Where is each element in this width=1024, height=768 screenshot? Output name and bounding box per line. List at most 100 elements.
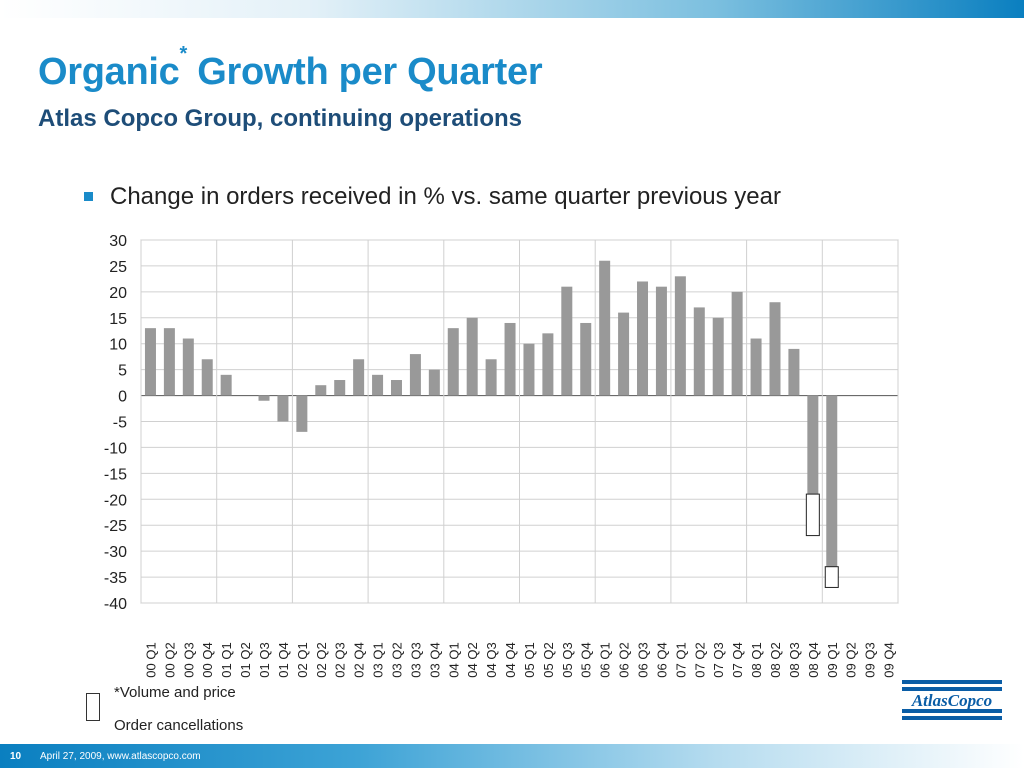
x-tick-label: 03 Q3 xyxy=(408,642,423,677)
page-number: 10 xyxy=(10,751,22,762)
bar-04-q1 xyxy=(447,328,459,396)
x-tick-label: 05 Q4 xyxy=(579,642,594,677)
page-title: Organic* Growth per Quarter xyxy=(38,44,543,94)
x-tick-label: 01 Q2 xyxy=(238,642,253,677)
page-subtitle: Atlas Copco Group, continuing operations xyxy=(38,105,522,132)
x-tick-label: 09 Q4 xyxy=(882,642,897,677)
y-tick-label: 15 xyxy=(109,311,127,328)
y-tick-label: 20 xyxy=(109,285,127,302)
logo-text: AtlasCopco xyxy=(911,691,992,710)
bar-02-q2 xyxy=(315,385,327,396)
bar-08-q4 xyxy=(807,395,819,495)
y-tick-label: -30 xyxy=(104,544,127,561)
x-tick-label: 06 Q2 xyxy=(617,642,632,677)
bar-07-q2 xyxy=(693,307,705,396)
bar-03-q2 xyxy=(390,380,402,396)
x-tick-label: 06 Q3 xyxy=(636,642,651,677)
order-cancellations-legend-swatch xyxy=(86,693,100,721)
title-footnote-mark: * xyxy=(179,43,188,65)
x-tick-label: 00 Q2 xyxy=(162,642,177,677)
bar-00-q2 xyxy=(163,328,175,396)
x-tick-label: 02 Q2 xyxy=(314,642,329,677)
x-tick-label: 00 Q1 xyxy=(143,642,158,677)
x-tick-label: 08 Q1 xyxy=(749,642,764,677)
bar-03-q3 xyxy=(409,354,421,396)
y-tick-label: -40 xyxy=(104,596,127,613)
x-tick-label: 07 Q4 xyxy=(730,642,745,677)
y-tick-label: 0 xyxy=(118,389,127,406)
bullet-square-icon xyxy=(84,192,93,201)
legend-order-cancellations: Order cancellations xyxy=(114,717,244,734)
x-tick-label: 05 Q2 xyxy=(541,642,556,677)
x-tick-label: 04 Q1 xyxy=(446,642,461,677)
y-tick-label: -15 xyxy=(104,466,127,483)
x-tick-label: 02 Q3 xyxy=(333,642,348,677)
bar-05-q3 xyxy=(561,286,573,396)
bar-06-q4 xyxy=(655,286,667,396)
y-tick-label: -35 xyxy=(104,570,127,587)
bar-04-q3 xyxy=(485,359,497,396)
y-tick-label: -20 xyxy=(104,492,127,509)
x-tick-label: 00 Q3 xyxy=(181,642,196,677)
x-tick-label: 08 Q2 xyxy=(768,642,783,677)
top-gradient-band xyxy=(0,0,1024,18)
bar-07-q3 xyxy=(712,317,724,396)
bar-09-q1 xyxy=(826,395,838,567)
bar-08-q3 xyxy=(788,348,800,396)
bar-00-q3 xyxy=(182,338,194,396)
y-tick-label: 10 xyxy=(109,337,127,354)
cancellation-segment-08-q4 xyxy=(805,493,820,537)
bar-03-q1 xyxy=(372,374,384,396)
footer-date-url: April 27, 2009, www.atlascopco.com xyxy=(40,751,201,762)
x-tick-label: 08 Q4 xyxy=(806,642,821,677)
bar-01-q1 xyxy=(220,374,232,396)
cancellation-segment-09-q1 xyxy=(824,566,839,588)
x-tick-label: 03 Q4 xyxy=(427,642,442,677)
bar-06-q2 xyxy=(618,312,630,396)
y-tick-label: -5 xyxy=(113,415,127,432)
bar-08-q2 xyxy=(769,302,781,396)
bar-04-q2 xyxy=(466,317,478,396)
x-tick-label: 00 Q4 xyxy=(200,642,215,677)
bar-05-q4 xyxy=(580,322,592,396)
bullet-text: Change in orders received in % vs. same … xyxy=(110,183,781,210)
atlas-copco-logo: AtlasCopco xyxy=(902,680,1002,720)
bar-02-q1 xyxy=(296,395,308,432)
y-tick-label: -10 xyxy=(104,440,127,457)
x-tick-label: 05 Q1 xyxy=(522,642,537,677)
bar-07-q4 xyxy=(731,291,743,396)
x-tick-label: 03 Q2 xyxy=(389,642,404,677)
bar-01-q3 xyxy=(258,395,270,401)
bar-05-q2 xyxy=(542,333,554,396)
x-tick-label: 07 Q3 xyxy=(711,642,726,677)
x-tick-label: 01 Q1 xyxy=(219,642,234,677)
x-tick-label: 06 Q1 xyxy=(598,642,613,677)
footer-band xyxy=(0,744,1024,768)
footnote-volume-and-price: *Volume and price xyxy=(114,684,236,701)
x-tick-label: 09 Q2 xyxy=(844,642,859,677)
bar-00-q1 xyxy=(144,328,156,396)
x-tick-label: 04 Q3 xyxy=(484,642,499,677)
bar-02-q3 xyxy=(334,380,346,396)
bar-01-q4 xyxy=(277,395,289,422)
bar-05-q1 xyxy=(523,343,535,396)
x-tick-label: 02 Q4 xyxy=(352,642,367,677)
x-tick-label: 04 Q4 xyxy=(503,642,518,677)
x-tick-label: 01 Q4 xyxy=(276,642,291,677)
bar-08-q1 xyxy=(750,338,762,396)
x-tick-label: 03 Q1 xyxy=(371,642,386,677)
x-tick-label: 08 Q3 xyxy=(787,642,802,677)
x-tick-label: 07 Q2 xyxy=(692,642,707,677)
title-text-rest: Growth per Quarter xyxy=(186,51,543,93)
bar-07-q1 xyxy=(674,276,686,396)
x-tick-label: 09 Q1 xyxy=(825,642,840,677)
y-tick-label: 5 xyxy=(118,363,127,380)
x-tick-label: 01 Q3 xyxy=(257,642,272,677)
bar-03-q4 xyxy=(428,369,440,396)
bar-06-q1 xyxy=(599,260,611,396)
x-tick-label: 07 Q1 xyxy=(673,642,688,677)
x-tick-label: 09 Q3 xyxy=(863,642,878,677)
bar-00-q4 xyxy=(201,359,213,396)
y-tick-label: 25 xyxy=(109,259,127,276)
